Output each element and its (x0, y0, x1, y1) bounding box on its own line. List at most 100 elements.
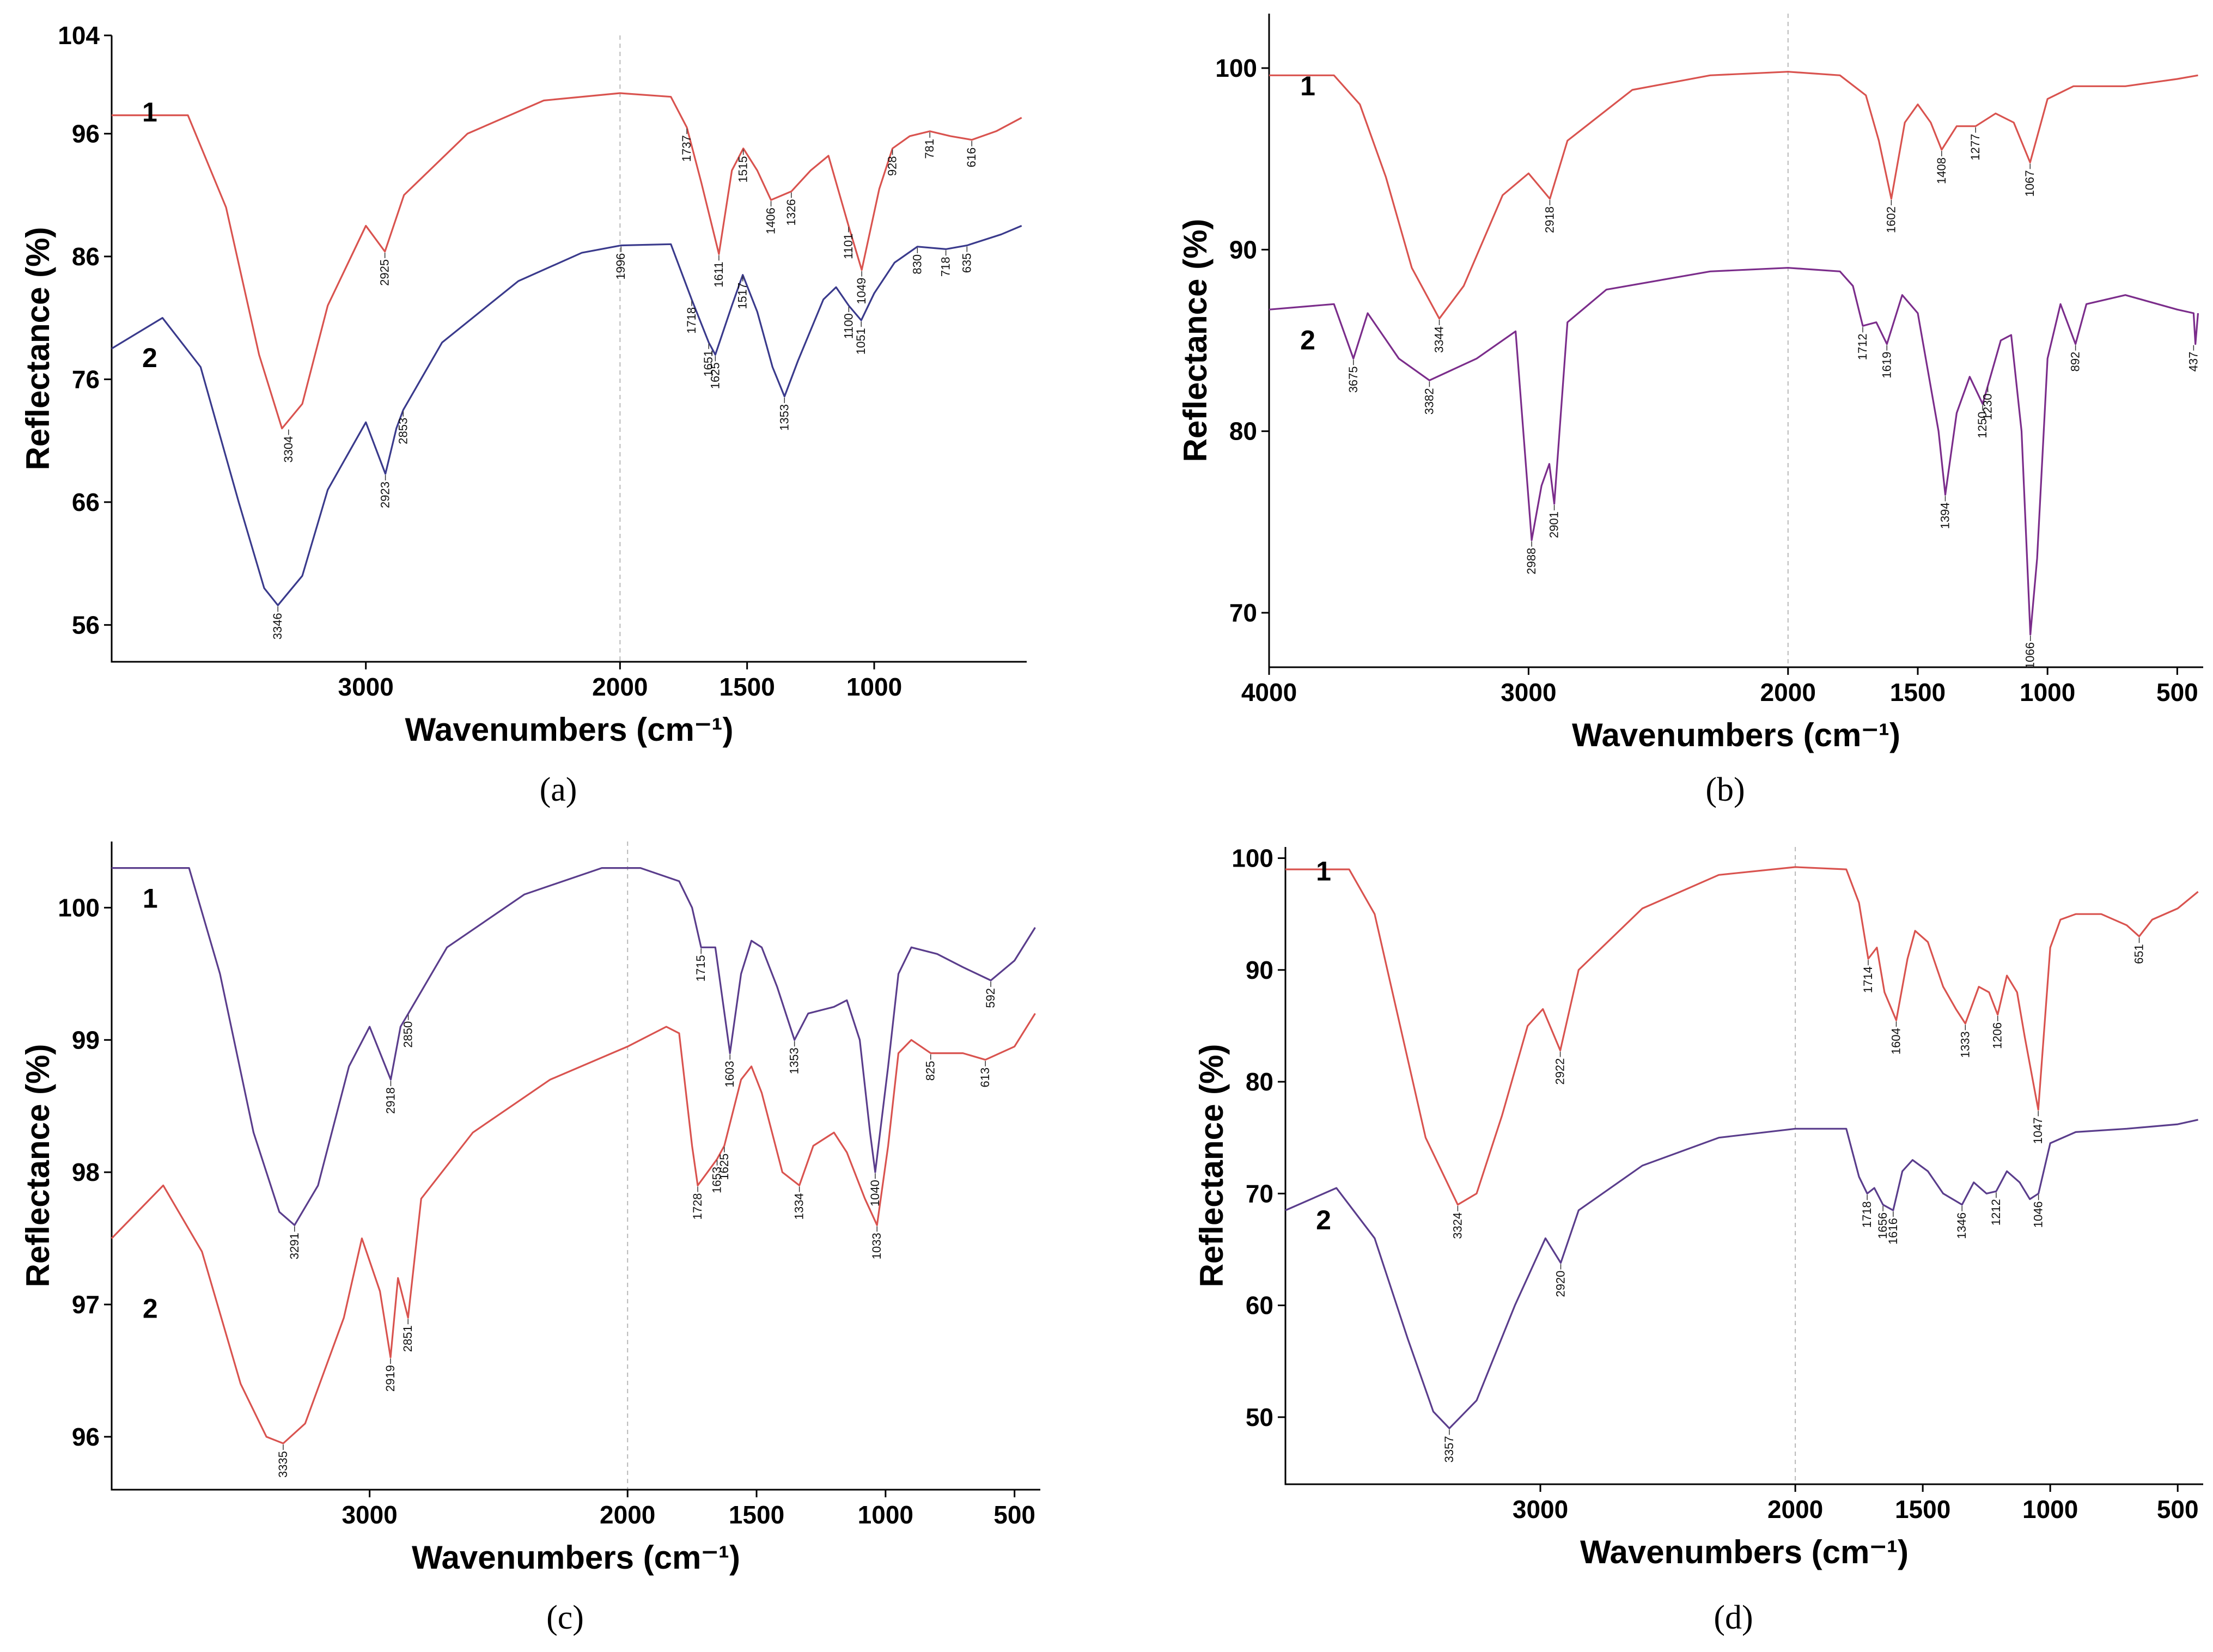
y-axis-title: Reflectance (%) (1193, 1044, 1230, 1288)
x-tick-label: 1000 (2022, 1495, 2078, 1523)
peak-label: 2923 (379, 481, 392, 508)
peak-label: 2918 (383, 1087, 397, 1114)
spectrum-series-2 (1269, 267, 2199, 636)
peak-label: 1100 (842, 313, 855, 339)
peak-label: 2922 (1553, 1058, 1567, 1085)
peak-label: 2925 (378, 259, 392, 286)
peak-label: 928 (886, 156, 899, 176)
peak-label: 1517 (736, 283, 749, 309)
peak-label: 1212 (1989, 1199, 2003, 1226)
peak-label: 1651 (702, 350, 715, 377)
peak-label: 635 (960, 253, 973, 273)
peak-label: 2901 (1547, 511, 1561, 538)
peak-label: 1066 (2023, 642, 2037, 669)
series-number-label: 1 (142, 97, 157, 127)
y-tick-label: 100 (1232, 844, 1273, 873)
peak-label: 1206 (1991, 1022, 2004, 1049)
x-tick-label: 500 (2157, 1495, 2199, 1523)
x-tick-label: 2000 (592, 673, 648, 701)
peak-label: 1047 (2031, 1117, 2045, 1144)
x-tick-label: 4000 (1241, 678, 1297, 706)
peak-label: 1603 (723, 1061, 736, 1088)
peak-label: 613 (978, 1068, 992, 1088)
x-tick-label: 3000 (1513, 1495, 1568, 1523)
y-tick-label: 90 (1229, 235, 1257, 264)
peak-label: 2988 (1525, 548, 1538, 575)
x-tick-label: 1500 (719, 673, 775, 701)
x-tick-label: 500 (2156, 678, 2198, 706)
peak-label: 3304 (282, 436, 295, 463)
axes (111, 35, 1027, 663)
y-tick-label: 99 (72, 1026, 100, 1054)
peak-label: 3346 (271, 613, 284, 639)
peak-label: 1712 (1856, 333, 1869, 360)
peak-label: 892 (2069, 352, 2082, 372)
peak-label: 1101 (842, 234, 855, 259)
spectrum-series-1 (1285, 866, 2199, 1206)
peak-label: 1604 (1889, 1028, 1903, 1054)
panel-caption: (b) (1705, 771, 1745, 808)
peak-label: 1326 (784, 199, 798, 225)
peak-label: 1406 (764, 208, 778, 234)
x-axis-title: Wavenumbers (cm⁻¹) (1580, 1534, 1909, 1570)
peak-label: 616 (965, 148, 978, 168)
y-tick-label: 50 (1246, 1403, 1273, 1431)
peak-label: 1230 (1981, 393, 1995, 420)
axes (111, 842, 1040, 1491)
peak-label: 1625 (708, 362, 722, 389)
y-axis-title: Reflectance (%) (20, 1044, 56, 1288)
peak-label: 1625 (717, 1154, 731, 1180)
peak-label: 830 (910, 254, 924, 275)
peak-label: 1250 (1976, 412, 1989, 438)
x-tick-label: 2000 (600, 1501, 655, 1529)
y-tick-label: 80 (1229, 417, 1257, 446)
peak-label: 651 (2132, 944, 2146, 964)
peak-label: 3344 (1432, 326, 1446, 353)
peak-label: 437 (2186, 352, 2200, 372)
peak-label: 1334 (792, 1193, 806, 1220)
series-number-label: 1 (143, 883, 158, 913)
peak-label: 1653 (710, 1167, 724, 1193)
series-number-label: 2 (1300, 325, 1315, 356)
peak-label: 2850 (401, 1021, 415, 1048)
y-tick-label: 97 (72, 1290, 100, 1319)
y-axis-title: Reflectance (%) (20, 227, 56, 471)
spectrum-series-2 (1285, 1119, 2198, 1429)
x-tick-label: 1000 (846, 673, 902, 701)
panel-d: 50 60 70 80 90 100 3000 2000 1500 1000 500 Wavenumb… (1193, 844, 2203, 1636)
series-number-label: 2 (1316, 1205, 1331, 1235)
peak-label: 1737 (680, 135, 693, 162)
peak-label: 2919 (383, 1365, 397, 1392)
panel-c: 96 97 98 99 100 3000 2000 1500 1000 500 Wavenumber… (20, 842, 1040, 1636)
x-tick-label: 2000 (1760, 678, 1816, 706)
panel-caption: (a) (540, 771, 577, 808)
panel-a: 56 66 76 86 96 104 3000 2000 1500 1000 Wavenumbers… (20, 21, 1027, 808)
peak-label: 2851 (401, 1325, 414, 1352)
peak-label: 1656 (1876, 1212, 1889, 1239)
y-tick-label: 100 (1215, 54, 1257, 82)
peak-label: 1515 (736, 156, 750, 182)
x-tick-label: 3000 (342, 1501, 397, 1529)
panel-b: 70 80 90 100 4000 3000 2000 1500 1000 500 Wavenumb… (1177, 14, 2203, 808)
y-axis-title: Reflectance (%) (1177, 219, 1214, 462)
peak-label: 2920 (1554, 1271, 1568, 1297)
y-tick-label: 96 (72, 1423, 100, 1451)
peak-label: 3335 (276, 1451, 290, 1478)
y-tick-label: 104 (58, 21, 100, 50)
peak-label: 1033 (870, 1233, 883, 1259)
x-axis-title: Wavenumbers (cm⁻¹) (405, 711, 734, 748)
peak-label: 1353 (788, 1047, 801, 1074)
spectrum-series-1 (112, 867, 1036, 1226)
peak-label: 1067 (2023, 170, 2037, 197)
peak-label: 1728 (691, 1193, 704, 1220)
peak-label: 1046 (2032, 1201, 2045, 1228)
peak-label: 3291 (288, 1233, 301, 1259)
x-tick-label: 500 (993, 1501, 1035, 1529)
spectrum-series-2 (111, 225, 1022, 606)
y-tick-label: 86 (72, 242, 100, 271)
peak-label: 1408 (1935, 157, 1948, 184)
y-tick-label: 80 (1246, 1068, 1273, 1096)
y-tick-label: 70 (1229, 599, 1257, 627)
peak-label: 781 (923, 139, 936, 159)
x-axis-title: Wavenumbers (cm⁻¹) (412, 1539, 740, 1576)
